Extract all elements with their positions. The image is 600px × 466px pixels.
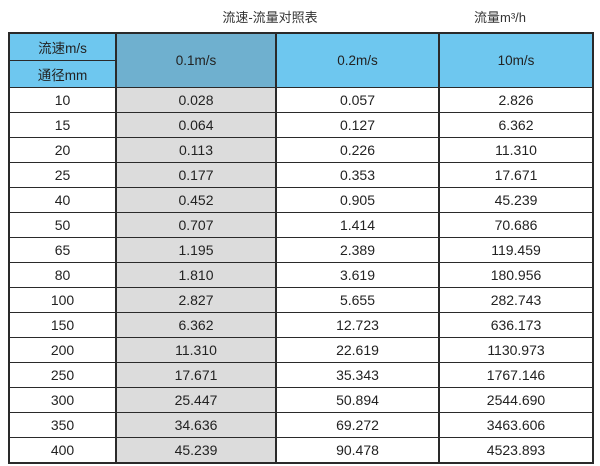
- cell-v10: 4523.893: [438, 437, 594, 464]
- cell-v10: 1130.973: [438, 337, 594, 363]
- cell-dn: 20: [8, 137, 117, 163]
- cell-dn: 80: [8, 262, 117, 288]
- table-row: 25 0.177 0.353 17.671: [8, 162, 594, 188]
- table-row: 80 1.810 3.619 180.956: [8, 262, 594, 288]
- header-col-0-2ms: 0.2m/s: [275, 32, 440, 88]
- cell-v01: 45.239: [115, 437, 277, 464]
- cell-v01: 0.177: [115, 162, 277, 188]
- cell-v10: 6.362: [438, 112, 594, 138]
- cell-v01: 0.707: [115, 212, 277, 238]
- cell-v02: 0.353: [275, 162, 440, 188]
- header-col-0-1ms: 0.1m/s: [115, 32, 277, 88]
- cell-dn: 10: [8, 87, 117, 113]
- cell-v10: 3463.606: [438, 412, 594, 438]
- table-row: 200 11.310 22.619 1130.973: [8, 337, 594, 363]
- table-row: 350 34.636 69.272 3463.606: [8, 412, 594, 438]
- header-diameter: 通径mm: [8, 60, 117, 88]
- cell-dn: 400: [8, 437, 117, 464]
- table-body: 10 0.028 0.057 2.826 15 0.064 0.127 6.36…: [8, 87, 594, 464]
- cell-v02: 0.905: [275, 187, 440, 213]
- header-col-10ms: 10m/s: [438, 32, 594, 88]
- cell-v10: 70.686: [438, 212, 594, 238]
- cell-v01: 17.671: [115, 362, 277, 388]
- cell-v02: 0.057: [275, 87, 440, 113]
- table-row: 40 0.452 0.905 45.239: [8, 187, 594, 213]
- cell-v01: 2.827: [115, 287, 277, 313]
- table-row: 250 17.671 35.343 1767.146: [8, 362, 594, 388]
- cell-v02: 90.478: [275, 437, 440, 464]
- cell-v01: 1.195: [115, 237, 277, 263]
- cell-v10: 119.459: [438, 237, 594, 263]
- cell-v01: 0.113: [115, 137, 277, 163]
- cell-dn: 50: [8, 212, 117, 238]
- header-row-bottom: 通径mm: [8, 60, 593, 88]
- cell-v10: 2544.690: [438, 387, 594, 413]
- cell-v01: 6.362: [115, 312, 277, 338]
- cell-v02: 2.389: [275, 237, 440, 263]
- cell-v10: 636.173: [438, 312, 594, 338]
- cell-v02: 50.894: [275, 387, 440, 413]
- table-row: 10 0.028 0.057 2.826: [8, 87, 594, 113]
- cell-v10: 45.239: [438, 187, 594, 213]
- cell-v02: 22.619: [275, 337, 440, 363]
- header-flow-velocity: 流速m/s: [8, 32, 117, 61]
- cell-v02: 69.272: [275, 412, 440, 438]
- cell-dn: 65: [8, 237, 117, 263]
- cell-v02: 3.619: [275, 262, 440, 288]
- cell-v02: 0.226: [275, 137, 440, 163]
- cell-dn: 350: [8, 412, 117, 438]
- table-row: 300 25.447 50.894 2544.690: [8, 387, 594, 413]
- flow-unit-label: 流量m³/h: [473, 10, 527, 25]
- table-row: 400 45.239 90.478 4523.893: [8, 437, 594, 464]
- cell-v01: 0.028: [115, 87, 277, 113]
- page-header: 流速-流量对照表 流量m³/h: [0, 0, 600, 32]
- cell-v02: 0.127: [275, 112, 440, 138]
- cell-v10: 180.956: [438, 262, 594, 288]
- cell-v01: 25.447: [115, 387, 277, 413]
- cell-dn: 250: [8, 362, 117, 388]
- cell-v10: 11.310: [438, 137, 594, 163]
- cell-v10: 1767.146: [438, 362, 594, 388]
- cell-v02: 35.343: [275, 362, 440, 388]
- cell-v02: 12.723: [275, 312, 440, 338]
- cell-v10: 2.826: [438, 87, 594, 113]
- cell-dn: 100: [8, 287, 117, 313]
- cell-v01: 0.452: [115, 187, 277, 213]
- cell-dn: 40: [8, 187, 117, 213]
- table-row: 150 6.362 12.723 636.173: [8, 312, 594, 338]
- cell-v01: 1.810: [115, 262, 277, 288]
- cell-v01: 11.310: [115, 337, 277, 363]
- cell-dn: 200: [8, 337, 117, 363]
- cell-v01: 0.064: [115, 112, 277, 138]
- table-row: 15 0.064 0.127 6.362: [8, 112, 594, 138]
- flow-rate-table: 流速m/s 0.1m/s 0.2m/s 10m/s 通径mm 10 0.028 …: [8, 32, 594, 464]
- table-row: 50 0.707 1.414 70.686: [8, 212, 594, 238]
- cell-v02: 1.414: [275, 212, 440, 238]
- table-row: 100 2.827 5.655 282.743: [8, 287, 594, 313]
- cell-dn: 300: [8, 387, 117, 413]
- header-row-top: 流速m/s 0.1m/s 0.2m/s 10m/s: [8, 32, 594, 88]
- cell-v01: 34.636: [115, 412, 277, 438]
- table-row: 20 0.113 0.226 11.310: [8, 137, 594, 163]
- cell-dn: 15: [8, 112, 117, 138]
- cell-v10: 17.671: [438, 162, 594, 188]
- cell-v02: 5.655: [275, 287, 440, 313]
- cell-v10: 282.743: [438, 287, 594, 313]
- table-row: 65 1.195 2.389 119.459: [8, 237, 594, 263]
- cell-dn: 150: [8, 312, 117, 338]
- cell-dn: 25: [8, 162, 117, 188]
- table-title: 流速-流量对照表: [222, 10, 318, 25]
